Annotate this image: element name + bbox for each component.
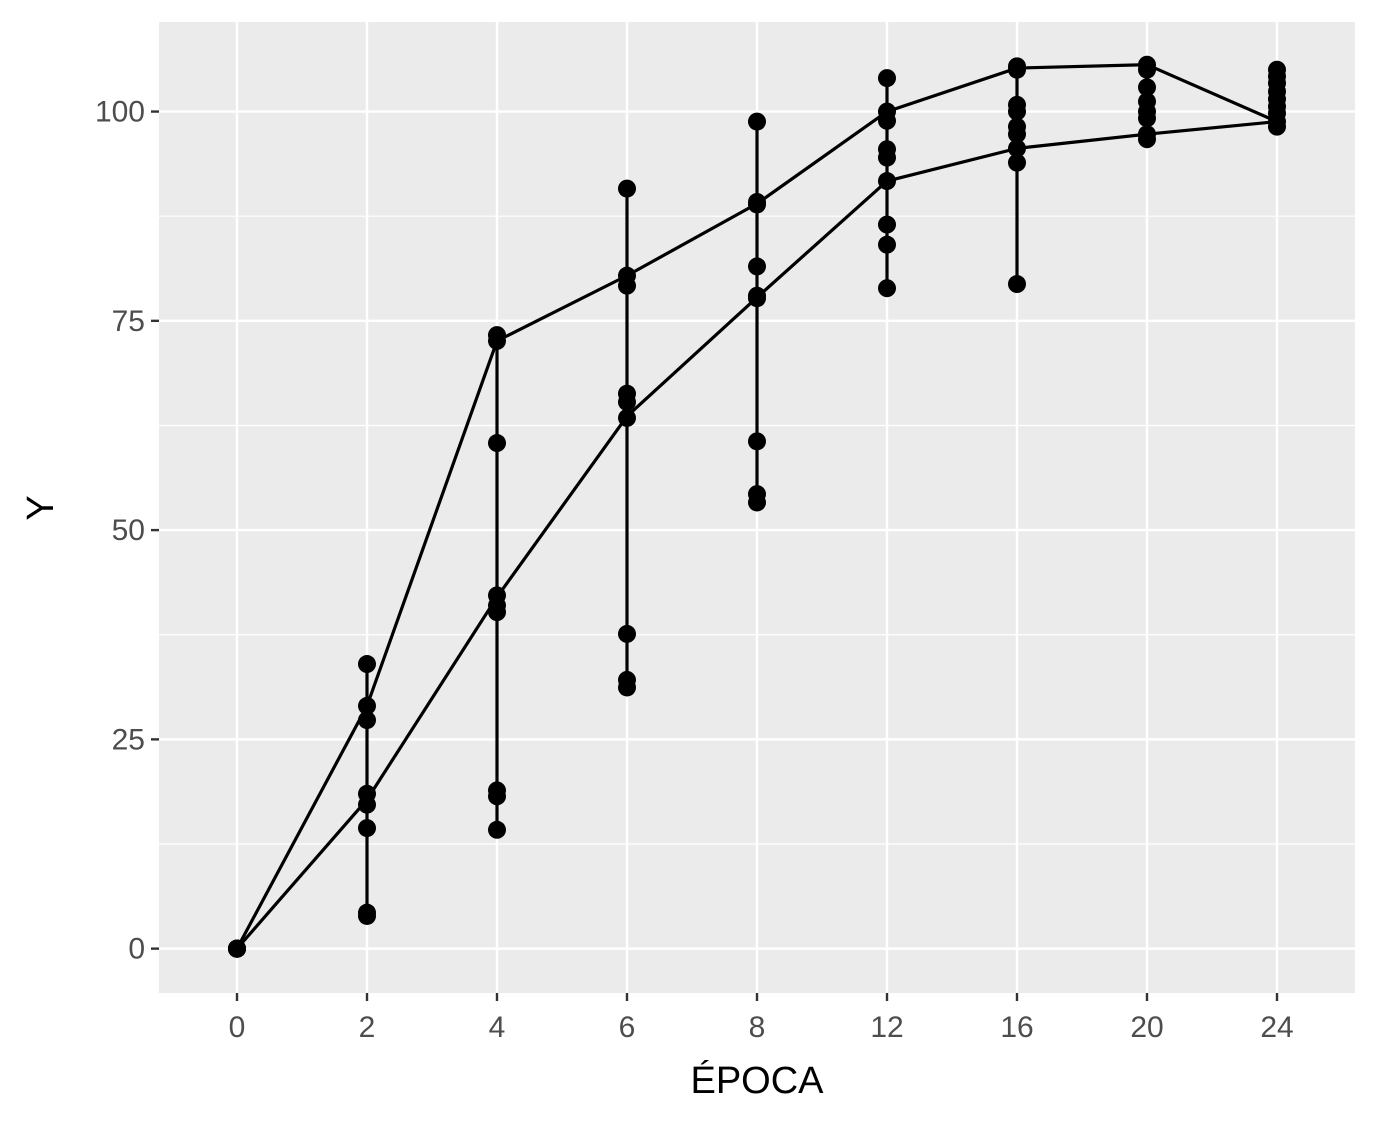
data-point [878, 279, 896, 298]
data-point [878, 235, 896, 254]
data-point [1138, 60, 1156, 79]
data-point [748, 257, 766, 276]
data-point [1138, 109, 1156, 128]
x-tick-label: 0 [229, 1011, 246, 1044]
data-point [878, 172, 896, 191]
data-point [358, 795, 376, 814]
data-point [358, 906, 376, 925]
data-point [618, 276, 636, 295]
x-tick-label: 6 [619, 1011, 636, 1044]
data-point [878, 111, 896, 130]
data-point [358, 819, 376, 838]
data-point [618, 179, 636, 198]
data-point [878, 69, 896, 88]
data-point [1138, 130, 1156, 149]
data-point [488, 820, 506, 839]
y-tick-label: 75 [112, 305, 145, 338]
data-point [878, 148, 896, 167]
data-point [358, 711, 376, 730]
data-point [228, 939, 246, 958]
data-point [878, 215, 896, 234]
data-point [748, 432, 766, 451]
x-tick-label: 4 [489, 1011, 506, 1044]
data-point [618, 678, 636, 697]
data-point [488, 603, 506, 622]
data-point [1008, 153, 1026, 172]
data-point [1008, 275, 1026, 294]
data-point [618, 624, 636, 643]
data-point [748, 195, 766, 214]
data-point [748, 289, 766, 308]
y-tick-label: 100 [95, 96, 145, 129]
x-tick-label: 24 [1260, 1011, 1293, 1044]
x-axis-title: ÉPOCA [690, 1059, 824, 1102]
y-tick-label: 0 [128, 933, 145, 966]
data-point [488, 787, 506, 806]
data-point [748, 493, 766, 512]
data-point [1138, 78, 1156, 97]
data-point [488, 331, 506, 350]
x-tick-label: 2 [359, 1011, 376, 1044]
data-point [358, 655, 376, 674]
x-tick-label: 8 [749, 1011, 766, 1044]
data-point [618, 393, 636, 412]
data-point [618, 408, 636, 427]
data-point [1008, 102, 1026, 121]
x-tick-label: 20 [1130, 1011, 1163, 1044]
x-tick-label: 12 [870, 1011, 903, 1044]
data-point [1008, 125, 1026, 144]
data-points [228, 55, 1286, 958]
y-axis-title: Y [20, 495, 62, 520]
y-tick-label: 25 [112, 723, 145, 756]
data-point [358, 696, 376, 715]
data-point [1268, 117, 1286, 136]
x-axis: 0 2 4 6 8 12 16 20 24 [229, 993, 1294, 1044]
x-tick-label: 16 [1000, 1011, 1033, 1044]
y-axis: 0 25 50 75 100 [95, 96, 159, 966]
data-point [1008, 60, 1026, 79]
data-point [488, 434, 506, 453]
data-point [748, 112, 766, 131]
data-point [1008, 139, 1026, 158]
y-tick-label: 50 [112, 514, 145, 547]
